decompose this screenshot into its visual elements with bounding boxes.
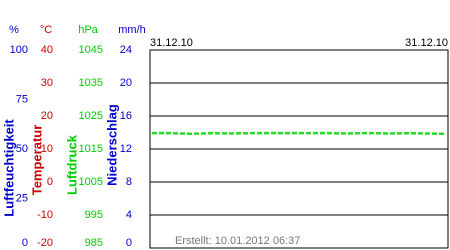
- data-line: [152, 131, 447, 136]
- y-tick-label: 0: [47, 176, 53, 188]
- y-tick-label: 20: [41, 110, 53, 122]
- axis-unit: %: [9, 24, 19, 36]
- y-tick-label: 1015: [79, 143, 103, 155]
- y-tick-label: 1045: [79, 44, 103, 56]
- y-tick-label: 1035: [79, 77, 103, 89]
- axis-label: Luftdruck: [64, 134, 79, 195]
- y-tick-label: -10: [37, 209, 53, 221]
- y-tick-label: 10: [41, 143, 53, 155]
- x-label: 31.12.10: [405, 37, 448, 49]
- axis-label: Niederschlag: [104, 104, 119, 186]
- y-tick-label: 0: [126, 237, 132, 249]
- y-tick-label: 75: [16, 93, 28, 105]
- axis-unit: hPa: [78, 24, 98, 36]
- y-tick-label: 40: [41, 44, 53, 56]
- axis-label: Luftfeuchtigkeit: [1, 119, 16, 217]
- y-tick-label: 20: [120, 77, 132, 89]
- y-tick-label: 1005: [79, 176, 103, 188]
- axis-unit: °C: [40, 24, 52, 36]
- y-tick-label: 995: [85, 209, 103, 221]
- y-tick-label: 0: [22, 237, 28, 249]
- x-label: 31.12.10: [150, 37, 193, 49]
- y-tick-label: 100: [10, 44, 28, 56]
- y-tick-label: 8: [126, 176, 132, 188]
- y-tick-label: 30: [41, 77, 53, 89]
- y-tick-label: 16: [120, 110, 132, 122]
- axis-unit: mm/h: [118, 24, 146, 36]
- y-tick-label: 12: [120, 143, 132, 155]
- y-tick-label: 4: [126, 209, 132, 221]
- y-tick-label: 985: [85, 237, 103, 249]
- annotation: Erstellt: 10.01.2012 06:37: [175, 235, 300, 247]
- y-tick-label: 1025: [79, 110, 103, 122]
- y-tick-label: -20: [37, 237, 53, 249]
- y-tick-label: 50: [16, 143, 28, 155]
- y-tick-label: 24: [120, 44, 132, 56]
- axis-label: Temperatur: [29, 125, 44, 196]
- y-tick-label: 25: [16, 192, 28, 204]
